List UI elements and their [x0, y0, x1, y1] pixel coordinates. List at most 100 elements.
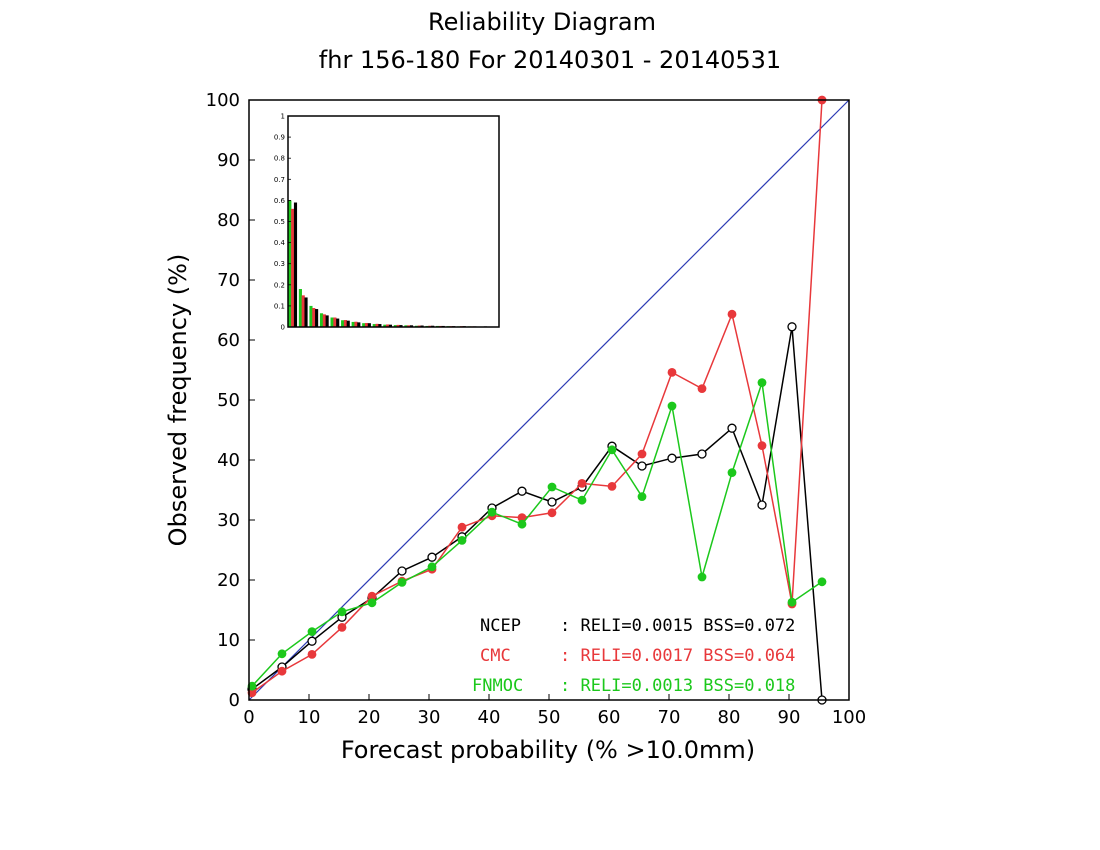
inset-bar-ncep — [325, 315, 329, 327]
y-tick-label: 60 — [217, 330, 240, 351]
point-cmc — [727, 309, 737, 319]
chart-subtitle: fhr 156-180 For 20140301 - 20140531 — [319, 46, 781, 74]
inset-bar-cmc — [386, 324, 390, 327]
point-fnmoc — [277, 649, 287, 659]
point-fnmoc — [757, 378, 767, 387]
point-ncep — [547, 497, 557, 507]
y-tick-label: 30 — [217, 510, 240, 531]
point-fnmoc — [457, 536, 467, 545]
point-ncep — [637, 461, 647, 471]
point-ncep — [697, 449, 707, 459]
point-cmc — [307, 650, 317, 659]
point-fnmoc — [697, 572, 707, 582]
inset-bar-ncep — [346, 320, 350, 327]
point-fnmoc — [367, 598, 377, 608]
inset-y-tick-label: 0.8 — [274, 155, 285, 163]
inset-bar-cmc — [333, 317, 337, 327]
inset-bar-ncep — [304, 297, 308, 327]
point-ncep — [397, 566, 407, 576]
point-cmc — [667, 368, 677, 377]
point-cmc — [577, 479, 587, 488]
inset-y-tick-label: 0.4 — [274, 239, 286, 247]
point-cmc — [457, 522, 467, 532]
inset-bar-cmc — [407, 325, 411, 327]
inset-y-tick-label: 0.7 — [274, 176, 285, 184]
inset-bar-ncep — [293, 202, 298, 327]
inset-bar-cmc — [322, 314, 326, 327]
sample-histogram-inset: 0 0.1 0.2 0.3 0.4 0.5 0.6 0.7 0.8 0.9 1 — [274, 113, 500, 332]
y-tick-label: 70 — [217, 270, 240, 291]
series-line-fnmoc — [251, 382, 823, 687]
inset-y-tick-label: 1 — [281, 113, 285, 121]
y-tick-label: 40 — [217, 450, 240, 471]
inset-bar-fnmoc — [372, 324, 376, 327]
point-fnmoc — [547, 482, 557, 492]
y-axis-label: Observed frequency (%) — [164, 254, 192, 547]
point-fnmoc — [667, 401, 677, 411]
inset-bar-fnmoc — [319, 313, 324, 327]
x-tick-label: 100 — [832, 707, 866, 728]
inset-bar-ncep — [336, 318, 340, 327]
point-fnmoc — [727, 468, 737, 477]
point-fnmoc — [427, 562, 437, 572]
x-axis-label: Forecast probability (% >10.0mm) — [341, 736, 755, 764]
y-tick-label: 20 — [217, 570, 240, 591]
legend-ncep-name: NCEP — [480, 616, 521, 636]
legend-fnmoc-stats: : RELI=0.0013 BSS=0.018 — [560, 676, 795, 696]
point-cmc — [637, 449, 647, 459]
point-fnmoc — [487, 507, 497, 517]
y-tick-label: 100 — [206, 90, 240, 111]
y-tick-label: 10 — [217, 630, 240, 651]
inset-bar-ncep — [357, 322, 361, 327]
x-tick-label: 10 — [298, 707, 321, 728]
inset-y-tick-label: 0 — [281, 324, 285, 332]
inset-y-tick-label: 0.9 — [274, 134, 285, 142]
point-fnmoc — [247, 681, 257, 691]
inset-bar-ncep — [409, 325, 414, 327]
inset-y-tick-label: 0.2 — [274, 281, 285, 289]
inset-y-tick-label: 0.1 — [274, 302, 285, 310]
x-tick-label: 60 — [598, 707, 621, 728]
point-cmc — [607, 482, 617, 491]
y-tick-label: 80 — [217, 210, 240, 231]
inset-bar-ncep — [388, 324, 393, 327]
inset-bar-fnmoc — [404, 325, 408, 327]
point-cmc — [517, 513, 527, 522]
x-tick-label: 40 — [478, 707, 501, 728]
inset-bar-cmc — [301, 295, 305, 327]
inset-y-tick-label: 0.6 — [274, 197, 286, 205]
point-cmc — [697, 384, 707, 393]
inset-bar-cmc — [375, 323, 379, 327]
point-ncep — [517, 486, 527, 496]
inset-bar-ncep — [399, 325, 403, 327]
point-fnmoc — [637, 492, 647, 501]
x-tick-label: 80 — [718, 707, 741, 728]
inset-bar-fnmoc — [341, 320, 345, 327]
point-ncep — [667, 453, 677, 463]
perfect-reliability-line — [248, 99, 850, 701]
inset-bar-fnmoc — [298, 289, 302, 327]
series-fnmoc — [247, 378, 827, 691]
x-tick-label: 30 — [418, 707, 441, 728]
legend-cmc-stats: : RELI=0.0017 BSS=0.064 — [560, 646, 795, 666]
series-line-ncep — [251, 326, 823, 701]
x-tick-label: 0 — [243, 707, 254, 728]
y-tick-label: 50 — [217, 390, 240, 411]
point-ncep — [727, 423, 737, 433]
x-tick-label: 90 — [778, 707, 801, 728]
point-ncep — [307, 636, 317, 646]
inset-bar-fnmoc — [309, 305, 313, 327]
point-cmc — [247, 688, 257, 698]
chart-title: Reliability Diagram — [428, 8, 656, 36]
inset-bar-ncep — [367, 323, 371, 327]
point-cmc — [337, 623, 347, 632]
inset-y-tick-label: 0.5 — [274, 218, 285, 226]
point-fnmoc — [607, 445, 617, 455]
legend-ncep-stats: : RELI=0.0015 BSS=0.072 — [560, 616, 795, 636]
inset-bar-fnmoc — [393, 325, 397, 327]
inset-bar-cmc — [364, 322, 369, 327]
point-ncep — [427, 552, 437, 562]
point-fnmoc — [577, 495, 587, 505]
inset-bar-ncep — [378, 324, 382, 327]
